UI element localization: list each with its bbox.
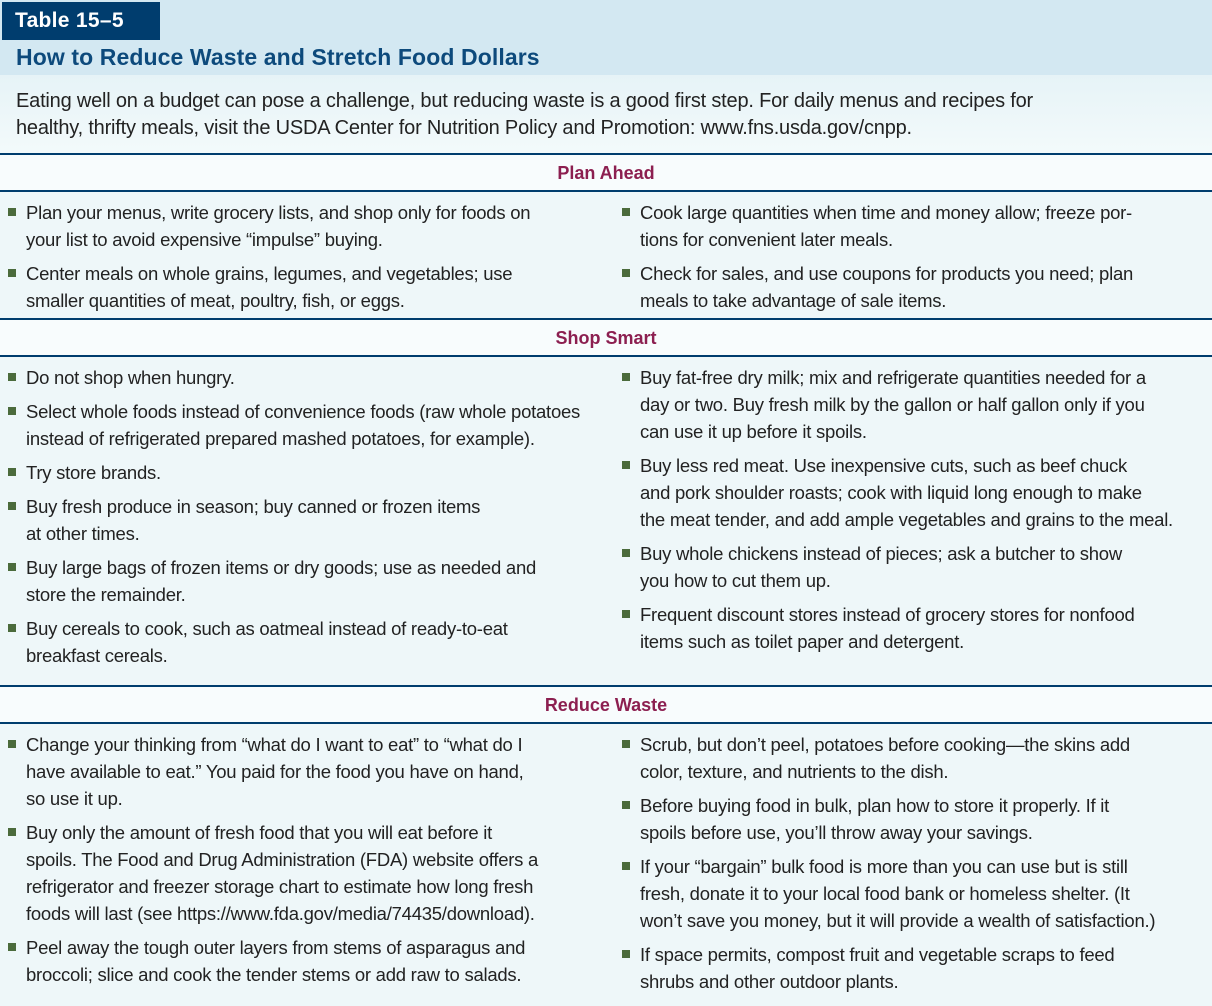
- item-text: Before buying food in bulk, plan how to …: [640, 795, 1110, 843]
- list-item: Do not shop when hungry.: [8, 364, 608, 391]
- section-body: Plan your menus, write grocery lists, an…: [0, 192, 1212, 319]
- list-item: If space permits, compost fruit and vege…: [622, 941, 1212, 995]
- item-text: Scrub, but don’t peel, potatoes before c…: [640, 734, 1130, 782]
- item-text: If space permits, compost fruit and vege…: [640, 944, 1115, 992]
- item-text: Center meals on whole grains, legumes, a…: [26, 263, 513, 311]
- list-item: Change your thinking from “what do I wan…: [8, 731, 608, 812]
- right-column: Cook large quantities when time and mone…: [622, 199, 1212, 321]
- list-item: Buy cereals to cook, such as oatmeal ins…: [8, 615, 608, 669]
- square-bullet-icon: [622, 801, 630, 809]
- square-bullet-icon: [622, 740, 630, 748]
- list-item: Before buying food in bulk, plan how to …: [622, 792, 1212, 846]
- square-bullet-icon: [622, 269, 630, 277]
- left-column: Do not shop when hungry. Select whole foo…: [8, 364, 608, 676]
- item-text: Frequent discount stores instead of groc…: [640, 604, 1135, 652]
- list-item: If your “bargain” bulk food is more than…: [622, 853, 1212, 934]
- table-header-band: [0, 0, 1212, 75]
- square-bullet-icon: [8, 828, 16, 836]
- item-text: Select whole foods instead of convenienc…: [26, 401, 581, 449]
- item-text: Buy fat-free dry milk; mix and refrigera…: [640, 367, 1146, 442]
- square-bullet-icon: [8, 208, 16, 216]
- section-reduce-waste: Reduce Waste Change your thinking from “w…: [0, 685, 1212, 998]
- list-item: Buy whole chickens instead of pieces; as…: [622, 540, 1212, 594]
- list-item: Try store brands.: [8, 459, 608, 486]
- left-column: Change your thinking from “what do I wan…: [8, 731, 608, 995]
- square-bullet-icon: [622, 610, 630, 618]
- square-bullet-icon: [622, 373, 630, 381]
- square-bullet-icon: [622, 461, 630, 469]
- table-number-tag: Table 15–5: [2, 2, 160, 40]
- item-text: Do not shop when hungry.: [26, 367, 235, 388]
- section-title: Shop Smart: [0, 320, 1212, 357]
- list-item: Center meals on whole grains, legumes, a…: [8, 260, 608, 314]
- item-text: Change your thinking from “what do I wan…: [26, 734, 524, 809]
- item-text: Plan your menus, write grocery lists, an…: [26, 202, 531, 250]
- right-column: Scrub, but don’t peel, potatoes before c…: [622, 731, 1212, 1002]
- item-text: Buy fresh produce in season; buy canned …: [26, 496, 481, 544]
- item-text: If your “bargain” bulk food is more than…: [640, 856, 1156, 931]
- section-body: Do not shop when hungry. Select whole foo…: [0, 357, 1212, 677]
- table-title: How to Reduce Waste and Stretch Food Dol…: [16, 44, 540, 70]
- item-text: Peel away the tough outer layers from st…: [26, 937, 526, 985]
- square-bullet-icon: [8, 624, 16, 632]
- square-bullet-icon: [622, 950, 630, 958]
- list-item: Select whole foods instead of convenienc…: [8, 398, 608, 452]
- square-bullet-icon: [8, 502, 16, 510]
- right-column: Buy fat-free dry milk; mix and refrigera…: [622, 364, 1212, 662]
- item-text: Buy cereals to cook, such as oatmeal ins…: [26, 618, 508, 666]
- list-item: Buy large bags of frozen items or dry go…: [8, 554, 608, 608]
- square-bullet-icon: [8, 563, 16, 571]
- square-bullet-icon: [8, 407, 16, 415]
- item-text: Cook large quantities when time and mone…: [640, 202, 1132, 250]
- square-bullet-icon: [622, 208, 630, 216]
- list-item: Buy less red meat. Use inexpensive cuts,…: [622, 452, 1212, 533]
- item-text: Buy less red meat. Use inexpensive cuts,…: [640, 455, 1173, 530]
- list-item: Plan your menus, write grocery lists, an…: [8, 199, 608, 253]
- square-bullet-icon: [622, 862, 630, 870]
- item-text: Try store brands.: [26, 462, 161, 483]
- list-item: Peel away the tough outer layers from st…: [8, 934, 608, 988]
- list-item: Buy only the amount of fresh food that y…: [8, 819, 608, 927]
- item-text: Buy only the amount of fresh food that y…: [26, 822, 539, 924]
- list-item: Scrub, but don’t peel, potatoes before c…: [622, 731, 1212, 785]
- square-bullet-icon: [8, 468, 16, 476]
- square-bullet-icon: [8, 740, 16, 748]
- section-title: Plan Ahead: [0, 155, 1212, 192]
- square-bullet-icon: [8, 269, 16, 277]
- square-bullet-icon: [622, 549, 630, 557]
- list-item: Frequent discount stores instead of groc…: [622, 601, 1212, 655]
- item-text: Buy large bags of frozen items or dry go…: [26, 557, 537, 605]
- left-column: Plan your menus, write grocery lists, an…: [8, 199, 608, 321]
- table-intro: Eating well on a budget can pose a chall…: [0, 75, 1212, 153]
- list-item: Buy fat-free dry milk; mix and refrigera…: [622, 364, 1212, 445]
- section-body: Change your thinking from “what do I wan…: [0, 724, 1212, 998]
- list-item: Buy fresh produce in season; buy canned …: [8, 493, 608, 547]
- list-item: Check for sales, and use coupons for pro…: [622, 260, 1212, 314]
- item-text: Check for sales, and use coupons for pro…: [640, 263, 1134, 311]
- square-bullet-icon: [8, 943, 16, 951]
- section-plan-ahead: Plan Ahead Plan your menus, write grocery…: [0, 153, 1212, 319]
- square-bullet-icon: [8, 373, 16, 381]
- list-item: Cook large quantities when time and mone…: [622, 199, 1212, 253]
- item-text: Buy whole chickens instead of pieces; as…: [640, 543, 1122, 591]
- section-title: Reduce Waste: [0, 687, 1212, 724]
- section-shop-smart: Shop Smart Do not shop when hungry. Select…: [0, 318, 1212, 677]
